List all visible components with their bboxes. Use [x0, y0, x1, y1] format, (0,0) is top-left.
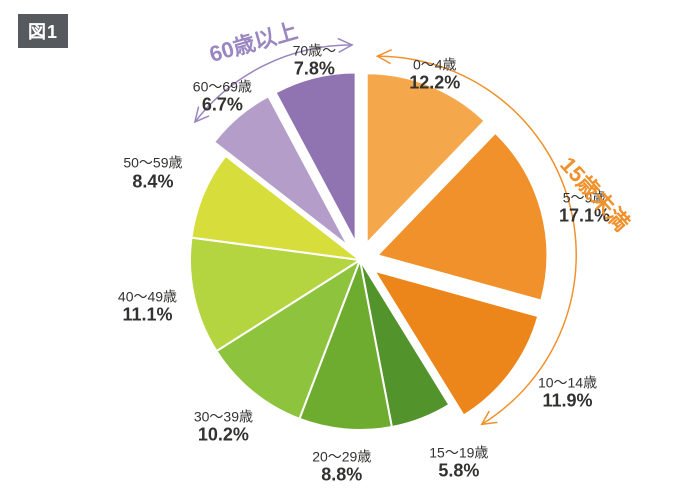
pie-svg [0, 0, 700, 500]
pie-chart: 図1 0〜4歳12.2%5〜9歳17.1%10〜14歳11.9%15〜19歳5.… [0, 0, 700, 500]
